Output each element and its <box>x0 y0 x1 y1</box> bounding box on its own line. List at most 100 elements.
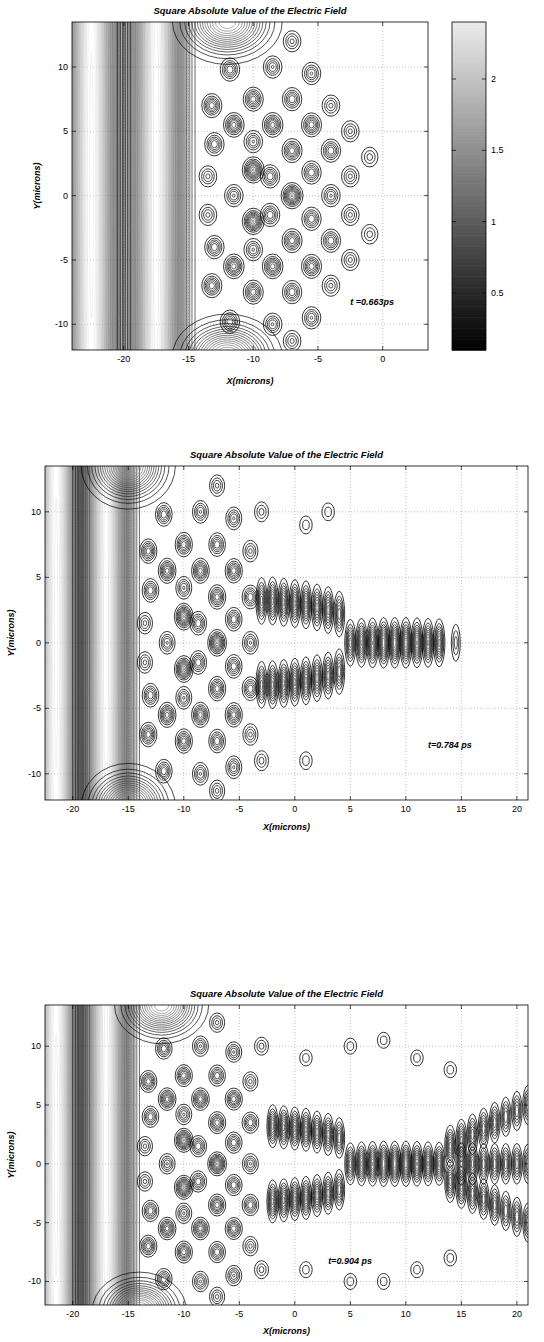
contour-line <box>306 165 318 179</box>
colorbar-tick <box>482 79 486 80</box>
contour-line <box>122 22 189 350</box>
x-tick <box>350 796 351 800</box>
contour-line <box>211 634 223 651</box>
contour-line <box>291 1114 299 1143</box>
contour-line <box>524 1090 528 1120</box>
contour-line <box>208 101 216 110</box>
field-spot <box>300 1262 313 1278</box>
field-spot <box>225 703 242 728</box>
field <box>72 22 378 350</box>
contour-line <box>192 1036 208 1056</box>
contour-line <box>257 505 266 518</box>
contour-line <box>411 1142 423 1187</box>
field-spot <box>283 31 301 52</box>
contour-line <box>140 1005 183 1023</box>
contour-line <box>146 731 150 737</box>
field-spot <box>210 475 225 497</box>
contour-line <box>181 612 187 620</box>
contour-line <box>334 649 345 694</box>
contour-line <box>178 1069 189 1083</box>
contour-line <box>159 507 169 521</box>
contour-line <box>228 1221 239 1235</box>
contour-line <box>181 665 187 673</box>
contour-line <box>493 1115 497 1131</box>
contour-line <box>180 1071 187 1080</box>
contour-line <box>212 1290 223 1304</box>
contour-line <box>283 680 285 688</box>
contour-line <box>242 1154 258 1174</box>
contour-line <box>72 22 113 350</box>
contour-line <box>193 1175 203 1188</box>
contour-line <box>207 238 222 256</box>
field-spot <box>199 204 217 225</box>
contour-line <box>176 1177 192 1197</box>
x-tick-label: 5 <box>348 804 353 814</box>
contour-line <box>247 1160 253 1168</box>
contour-line <box>212 345 242 350</box>
x-tick <box>128 466 129 470</box>
contour-line <box>245 590 255 604</box>
beam-spot <box>512 1091 523 1130</box>
contour-line <box>314 665 320 691</box>
contour-line <box>227 117 241 134</box>
contour-line <box>161 562 173 579</box>
contour-line <box>393 634 397 652</box>
field-spot <box>242 1194 259 1215</box>
field-spot <box>208 1152 227 1176</box>
contour-line <box>324 595 331 626</box>
contour-line <box>214 1201 221 1210</box>
contour-line <box>233 194 236 197</box>
contour-line <box>401 1147 410 1180</box>
contour-line <box>103 783 154 800</box>
contour-line <box>245 1116 255 1129</box>
contour-line <box>286 189 298 203</box>
contour-line <box>202 207 215 222</box>
field-spot <box>142 579 159 603</box>
x-tick <box>239 796 240 800</box>
contour-line <box>146 22 167 350</box>
contour-line <box>246 213 260 229</box>
contour-line <box>202 169 215 184</box>
y-tick <box>524 577 528 578</box>
contour-line <box>245 1075 256 1089</box>
contour-line <box>213 1158 222 1169</box>
contour-line <box>46 466 65 800</box>
contour-line <box>435 626 443 659</box>
contour-line <box>247 683 255 694</box>
contour-line <box>141 618 148 629</box>
contour-line <box>314 1184 320 1207</box>
contour-line <box>359 1156 363 1171</box>
contour-line <box>88 1005 125 1305</box>
contour-line <box>72 22 112 350</box>
contour-line <box>492 1112 498 1133</box>
beam-spot <box>256 578 267 625</box>
contour-line <box>225 655 242 679</box>
contour-line <box>271 323 274 326</box>
contour-line <box>404 636 407 650</box>
contour-line <box>97 1005 116 1305</box>
contour-line <box>144 1109 157 1125</box>
contour-line <box>426 632 431 653</box>
contour-line <box>145 1204 155 1217</box>
contour-line <box>422 1142 434 1186</box>
contour-line <box>415 1157 419 1171</box>
contour-line <box>270 1193 275 1210</box>
contour-line <box>414 1265 421 1274</box>
contour-line <box>50 1005 63 1305</box>
contour-line <box>179 662 189 677</box>
contour-line <box>325 234 337 248</box>
contour-line <box>211 732 224 750</box>
contour-line <box>250 245 257 254</box>
contour-line <box>161 767 166 774</box>
contour-line <box>231 616 236 623</box>
contour-line <box>208 1112 225 1134</box>
contour-line <box>192 22 263 49</box>
contour-line <box>290 148 295 154</box>
colorbar-tick <box>482 221 486 222</box>
contour-line <box>411 1262 424 1278</box>
contour-line <box>257 754 266 767</box>
contour-line <box>204 96 220 115</box>
contour-line <box>104 466 109 800</box>
field-spot <box>283 330 301 350</box>
contour-line <box>380 1036 387 1045</box>
